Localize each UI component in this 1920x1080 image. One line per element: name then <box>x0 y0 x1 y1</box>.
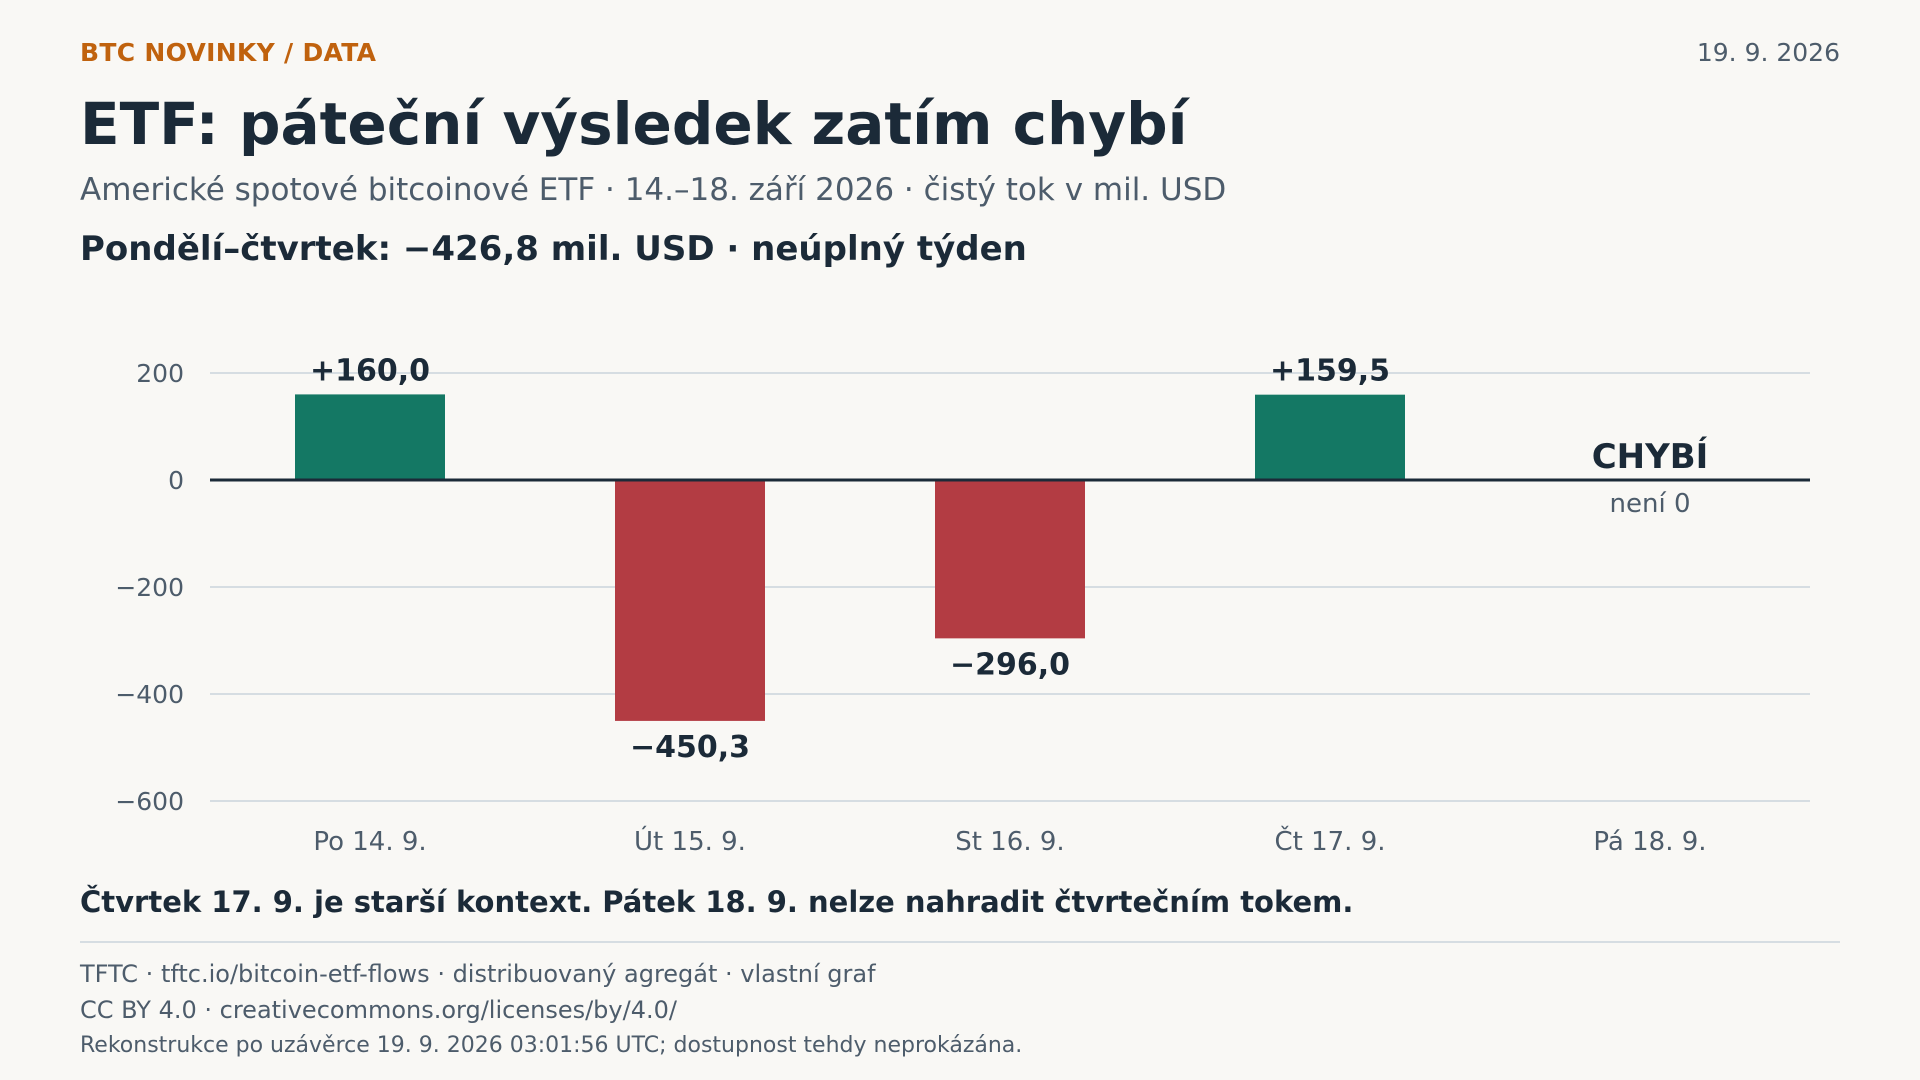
page-title: ETF: páteční výsledek zatím chybí <box>80 90 1188 158</box>
bar-value-label: −296,0 <box>950 647 1070 682</box>
x-category-label: Po 14. 9. <box>313 827 426 857</box>
chart-subtitle: Americké spotové bitcoinové ETF · 14.–18… <box>80 172 1227 208</box>
missing-value-label: CHYBÍ <box>1592 436 1709 477</box>
bar-value-label: +159,5 <box>1270 354 1390 389</box>
y-tick-label: −400 <box>115 680 184 709</box>
source-credit: TFTC · tftc.io/bitcoin-etf-flows · distr… <box>80 960 876 988</box>
missing-value-sublabel: není 0 <box>1610 489 1691 519</box>
x-category-label: St 16. 9. <box>955 827 1064 857</box>
bar-value-label: +160,0 <box>310 353 430 388</box>
footer-divider <box>80 941 1840 943</box>
bar <box>295 394 445 480</box>
x-category-label: Út 15. 9. <box>634 825 746 857</box>
bar-value-label: −450,3 <box>630 730 750 765</box>
publication-date: 19. 9. 2026 <box>1696 38 1840 67</box>
section-kicker: BTC NOVINKY / DATA <box>80 38 377 67</box>
bar <box>615 480 765 721</box>
weekly-summary: Pondělí–čtvrtek: −426,8 mil. USD · neúpl… <box>80 229 1027 269</box>
etf-flow-bar-chart: 200 0 −200 −400 −600 +160,0 Po 14. 9. −450,3 Út … <box>115 353 1810 857</box>
y-tick-label: 0 <box>168 466 184 495</box>
y-tick-label: −600 <box>115 787 184 816</box>
chart-note: Čtvrtek 17. 9. je starší kontext. Pátek … <box>80 885 1354 919</box>
license-credit: CC BY 4.0 · creativecommons.org/licenses… <box>80 996 677 1024</box>
y-tick-label: 200 <box>136 359 184 388</box>
reconstruction-disclaimer: Rekonstrukce po uzávěrce 19. 9. 2026 03:… <box>80 1033 1023 1058</box>
bar <box>1255 394 1405 480</box>
y-tick-label: −200 <box>115 573 184 602</box>
x-category-label: Čt 17. 9. <box>1274 825 1385 857</box>
x-category-label: Pá 18. 9. <box>1593 827 1706 857</box>
bar <box>935 480 1085 639</box>
